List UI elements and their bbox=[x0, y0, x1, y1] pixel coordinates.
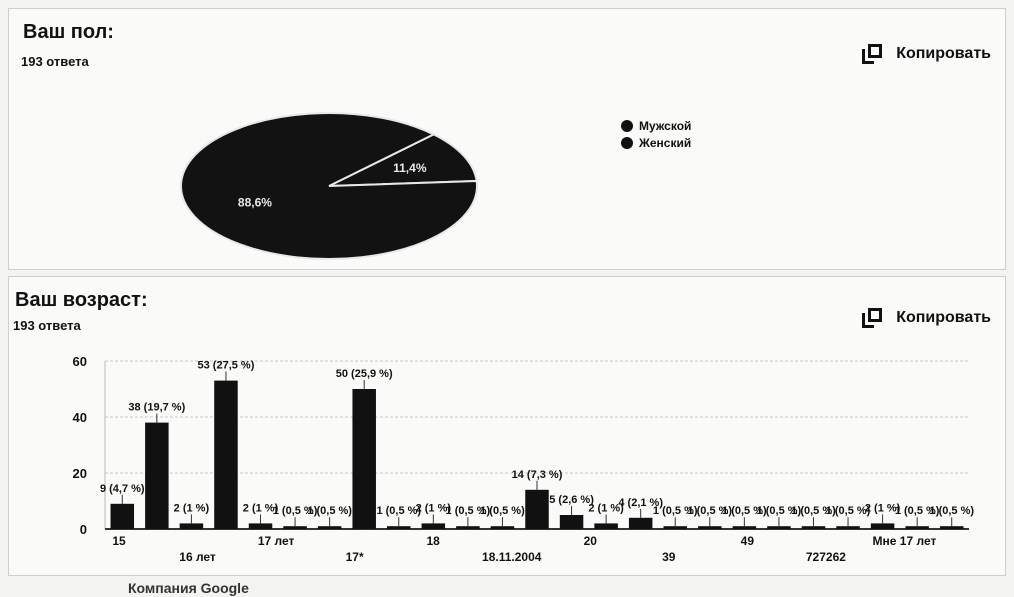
x-tick-label-7: 39 bbox=[662, 550, 676, 564]
legend-label-female: Женский bbox=[639, 135, 692, 150]
bar-13 bbox=[559, 515, 584, 529]
bar-value-label-8: 1 (0,5 %) bbox=[376, 505, 421, 517]
bar-value-label-12: 14 (7,3 %) bbox=[512, 469, 563, 481]
bar-value-label-15: 4 (2,1 %) bbox=[618, 497, 663, 509]
x-tick-label-10: Мне 17 лет bbox=[873, 534, 937, 548]
bar-0 bbox=[110, 503, 135, 529]
bar-value-label-23: 1 (0,5 %) bbox=[895, 505, 940, 517]
bar-value-label-24: 1 (0,5 %) bbox=[929, 505, 974, 517]
bar-value-label-1: 38 (19,7 %) bbox=[128, 402, 185, 414]
bar-value-label-5: 1 (0,5 %) bbox=[273, 505, 318, 517]
bar-9 bbox=[421, 523, 446, 529]
x-tick-label-1: 16 лет bbox=[179, 550, 216, 564]
bar-7 bbox=[352, 389, 376, 529]
bar-value-label-6: 1 (0,5 %) bbox=[307, 505, 352, 517]
y-tick-label-3: 60 bbox=[73, 354, 87, 369]
bar-17 bbox=[698, 526, 722, 529]
x-tick-label-4: 18 bbox=[427, 534, 441, 548]
bar-5 bbox=[283, 526, 307, 529]
bar-16 bbox=[663, 526, 687, 529]
x-tick-label-6: 20 bbox=[584, 534, 598, 548]
legend-item-male: Мужской bbox=[621, 117, 691, 134]
x-tick-label-5: 18.11.2004 bbox=[482, 550, 542, 564]
y-tick-label-1: 20 bbox=[73, 466, 87, 481]
gender-copy-button[interactable]: Копировать bbox=[862, 44, 991, 64]
bar-value-label-4: 2 (1 %) bbox=[243, 502, 279, 514]
bar-15 bbox=[628, 517, 653, 529]
gender-question-title: Ваш пол: bbox=[23, 21, 114, 43]
bar-24 bbox=[939, 526, 964, 529]
x-tick-label-3: 17* bbox=[346, 550, 364, 564]
x-tick-label-9: 727262 bbox=[806, 550, 846, 564]
legend-dot-female bbox=[621, 136, 633, 149]
bar-3 bbox=[214, 380, 238, 529]
bar-21 bbox=[836, 526, 860, 529]
bar-8 bbox=[387, 526, 411, 529]
bar-value-label-11: 1 (0,5 %) bbox=[480, 505, 525, 517]
bar-6 bbox=[317, 526, 342, 529]
age-copy-label: Копировать bbox=[896, 309, 991, 326]
pie-slice-label-0: 11,4% bbox=[393, 161, 427, 175]
gender-response-count: 193 ответа bbox=[21, 54, 89, 69]
bar-value-label-14: 2 (1 %) bbox=[588, 502, 624, 514]
x-tick-label-8: 49 bbox=[741, 534, 755, 548]
copy-icon bbox=[862, 44, 884, 64]
bar-value-label-13: 5 (2,6 %) bbox=[549, 494, 594, 506]
bar-value-label-2: 2 (1 %) bbox=[174, 502, 210, 514]
bar-value-label-17: 1 (0,5 %) bbox=[687, 505, 732, 517]
bar-11 bbox=[490, 526, 515, 529]
x-tick-label-0: 15 bbox=[112, 534, 126, 548]
age-question-title: Ваш возраст: bbox=[15, 289, 148, 311]
bar-value-label-9: 2 (1 %) bbox=[416, 502, 452, 514]
bar-22 bbox=[870, 523, 895, 529]
bar-value-label-0: 9 (4,7 %) bbox=[100, 483, 145, 495]
bar-4 bbox=[248, 523, 273, 529]
bar-20 bbox=[801, 526, 826, 529]
age-copy-button[interactable]: Копировать bbox=[862, 308, 991, 328]
pie-slice-label-1: 88,6% bbox=[238, 196, 272, 210]
legend-dot-male bbox=[621, 119, 633, 132]
bar-14 bbox=[594, 523, 618, 529]
copy-icon bbox=[862, 308, 884, 328]
bar-value-label-18: 1 (0,5 %) bbox=[722, 505, 767, 517]
legend-label-male: Мужской bbox=[639, 118, 692, 133]
pie-slice-0 bbox=[328, 133, 478, 187]
bar-value-label-21: 1 (0,5 %) bbox=[826, 505, 871, 517]
bar-19 bbox=[767, 526, 791, 529]
bar-value-label-19: 1 (0,5 %) bbox=[757, 505, 802, 517]
pie-slice-1 bbox=[180, 112, 478, 260]
bar-value-label-20: 1 (0,5 %) bbox=[791, 505, 836, 517]
gender-copy-label: Копировать bbox=[896, 45, 991, 62]
age-response-count: 193 ответа bbox=[13, 318, 81, 333]
gender-question-card: Ваш пол: 193 ответа Копировать 11,4% 88,6… bbox=[8, 8, 1006, 270]
legend-item-female: Женский bbox=[621, 134, 691, 151]
bar-12 bbox=[525, 489, 549, 529]
bar-value-label-10: 1 (0,5 %) bbox=[446, 505, 491, 517]
y-tick-label-2: 40 bbox=[73, 410, 87, 425]
x-tick-label-2: 17 лет bbox=[258, 534, 295, 548]
footer-company: Компания Google bbox=[128, 580, 249, 596]
bar-value-label-7: 50 (25,9 %) bbox=[336, 368, 393, 380]
gender-legend: Мужской Женский bbox=[621, 117, 691, 151]
bar-18 bbox=[732, 526, 757, 529]
gender-pie-chart: 11,4% 88,6% bbox=[180, 112, 478, 260]
age-question-card: Ваш возраст: 193 ответа Копировать 0 20 40… bbox=[8, 276, 1006, 576]
age-bar-chart: 0 20 40 60 9 (4,7 %) 38 (19,7 %) 2 (1 %) 53 (27… bbox=[73, 354, 975, 564]
bar-10 bbox=[456, 526, 480, 529]
bar-value-label-3: 53 (27,5 %) bbox=[198, 360, 255, 372]
bar-23 bbox=[905, 526, 929, 529]
bar-value-label-16: 1 (0,5 %) bbox=[653, 505, 698, 517]
y-tick-label-0: 0 bbox=[80, 522, 87, 537]
bar-value-label-22: 2 (1 %) bbox=[865, 502, 901, 514]
bar-2 bbox=[179, 523, 204, 529]
bar-1 bbox=[145, 422, 169, 529]
